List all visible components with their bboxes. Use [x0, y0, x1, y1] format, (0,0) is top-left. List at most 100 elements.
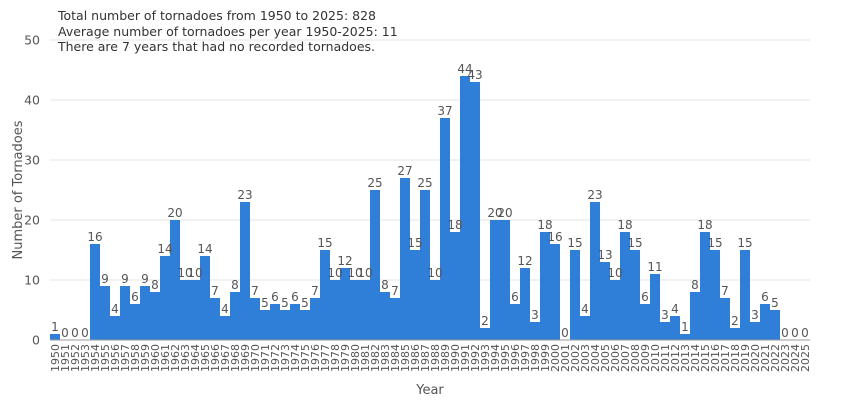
y-tick-label: 0	[32, 333, 40, 348]
bar	[610, 280, 620, 340]
data-label: 4	[671, 302, 679, 316]
bar	[480, 328, 490, 340]
bar	[290, 304, 300, 340]
data-label: 14	[197, 242, 212, 256]
bar	[520, 268, 530, 340]
data-label: 4	[111, 302, 119, 316]
x-tick-label: 1978	[329, 344, 342, 372]
bar	[640, 304, 650, 340]
data-label: 23	[237, 188, 252, 202]
bar	[620, 232, 630, 340]
x-tick-label: 1976	[309, 344, 322, 372]
bar	[660, 322, 670, 340]
x-tick-label: 1987	[419, 344, 432, 372]
data-label: 3	[531, 308, 539, 322]
data-label: 15	[737, 236, 752, 250]
bar	[490, 220, 500, 340]
x-axis-ticks: 1950195119521953195419551956195719581959…	[49, 344, 812, 372]
data-label: 9	[141, 272, 149, 286]
x-tick-label: 1996	[509, 344, 522, 372]
x-tick-label: 2001	[559, 344, 572, 372]
x-tick-label: 1997	[519, 344, 532, 372]
x-axis-label: Year	[415, 383, 444, 398]
data-label: 37	[437, 104, 452, 118]
data-label: 5	[281, 296, 289, 310]
data-label: 9	[101, 272, 109, 286]
bar	[550, 244, 560, 340]
data-label: 13	[597, 248, 612, 262]
bar	[450, 232, 460, 340]
bar	[90, 244, 100, 340]
x-tick-label: 2023	[779, 344, 792, 372]
data-label: 10	[607, 266, 622, 280]
bar	[240, 202, 250, 340]
bar	[130, 304, 140, 340]
x-tick-label: 2017	[719, 344, 732, 372]
x-tick-label: 1988	[429, 344, 442, 372]
x-tick-label: 1985	[399, 344, 412, 372]
x-tick-label: 1990	[449, 344, 462, 372]
x-tick-label: 1961	[159, 344, 172, 372]
bar	[750, 322, 760, 340]
data-label: 8	[231, 278, 239, 292]
bar	[280, 310, 290, 340]
bar	[210, 298, 220, 340]
y-tick-label: 30	[24, 153, 40, 168]
data-label: 6	[131, 290, 139, 304]
data-label: 0	[801, 326, 809, 340]
x-tick-label: 2004	[589, 344, 602, 372]
x-tick-label: 2011	[659, 344, 672, 372]
data-label: 8	[691, 278, 699, 292]
x-tick-label: 2020	[749, 344, 762, 372]
x-tick-label: 1955	[99, 344, 112, 372]
data-label: 4	[221, 302, 229, 316]
data-label: 0	[781, 326, 789, 340]
data-label: 4	[581, 302, 589, 316]
bar	[680, 334, 690, 340]
data-label: 2	[481, 314, 489, 328]
data-label: 10	[187, 266, 202, 280]
y-axis-label: Number of Tornadoes	[11, 120, 26, 259]
bar	[420, 190, 430, 340]
data-label: 18	[697, 218, 712, 232]
bar	[630, 250, 640, 340]
data-label: 6	[761, 290, 769, 304]
x-tick-label: 1963	[179, 344, 192, 372]
x-tick-label: 1989	[439, 344, 452, 372]
x-tick-label: 1954	[89, 344, 102, 372]
x-tick-label: 1974	[289, 344, 302, 372]
bar	[530, 322, 540, 340]
x-tick-label: 1980	[349, 344, 362, 372]
bar	[570, 250, 580, 340]
x-tick-label: 1979	[339, 344, 352, 372]
data-label: 5	[301, 296, 309, 310]
data-label: 10	[427, 266, 442, 280]
bar	[110, 316, 120, 340]
bar	[200, 256, 210, 340]
data-label: 0	[71, 326, 79, 340]
bar	[220, 316, 230, 340]
x-tick-label: 1964	[189, 344, 202, 372]
bar	[160, 256, 170, 340]
data-label: 3	[751, 308, 759, 322]
x-tick-label: 2002	[569, 344, 582, 372]
data-label: 27	[397, 164, 412, 178]
bar	[180, 280, 190, 340]
bar	[400, 178, 410, 340]
data-label: 1	[51, 320, 59, 334]
x-tick-label: 1975	[299, 344, 312, 372]
x-tick-label: 1968	[229, 344, 242, 372]
bar	[230, 292, 240, 340]
data-label: 15	[567, 236, 582, 250]
data-label: 6	[641, 290, 649, 304]
data-label: 18	[617, 218, 632, 232]
chart-annotations: Total number of tornadoes from 1950 to 2…	[58, 8, 398, 55]
x-tick-label: 1970	[249, 344, 262, 372]
x-tick-label: 1973	[279, 344, 292, 372]
data-label: 18	[447, 218, 462, 232]
x-tick-label: 1983	[379, 344, 392, 372]
x-tick-label: 1994	[489, 344, 502, 372]
x-tick-label: 1984	[389, 344, 402, 372]
